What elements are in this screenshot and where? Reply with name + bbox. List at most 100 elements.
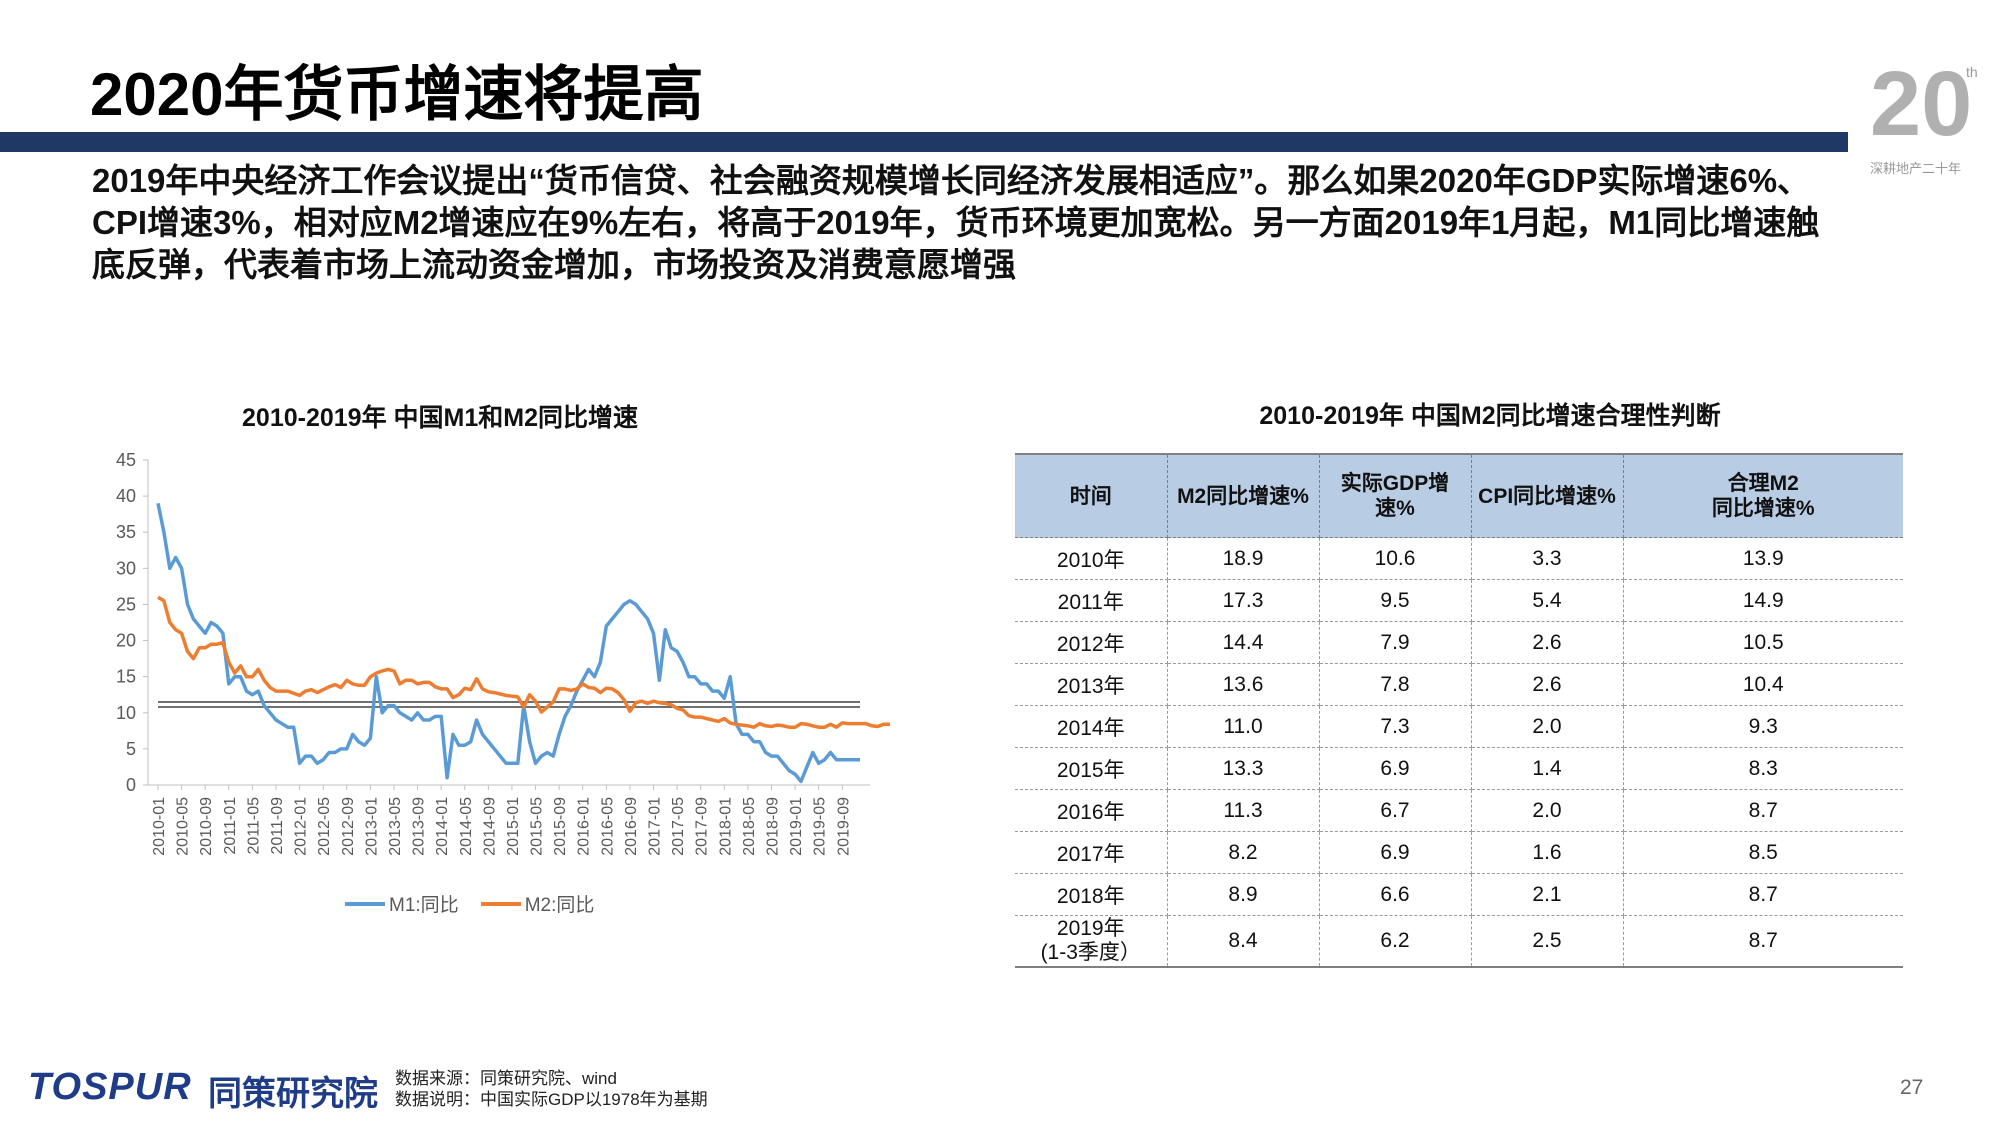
table-body: 2010年 18.9 10.6 3.3 13.9 2011年 17.3 9.5 5.4 14.9 2… (1015, 537, 1903, 968)
data-note-line: 数据说明：中国实际GDP以1978年为基期 (395, 1090, 708, 1109)
cell-m2: 17.3 (1167, 579, 1320, 622)
cell-year: 2017年 (1015, 831, 1168, 874)
cell-m2: 13.3 (1167, 747, 1320, 790)
x-tick-label: 2010-01 (151, 797, 168, 856)
summary-paragraph: 2019年中央经济工作会议提出“货币信贷、社会融资规模增长同经济发展相适应”。那… (92, 162, 1820, 283)
x-tick-label: 2013-01 (363, 797, 380, 856)
y-tick-label: 35 (116, 522, 136, 542)
cell-m2: 11.3 (1167, 789, 1320, 832)
cell-cpi: 1.4 (1471, 747, 1624, 790)
cell-cpi: 2.1 (1471, 873, 1624, 916)
page-title: 2020年货币增速将提高 (90, 61, 704, 128)
x-tick-label: 2018-01 (717, 797, 734, 856)
source-note: 数据来源：同策研究院、wind 数据说明：中国实际GDP以1978年为基期 (395, 1068, 708, 1110)
cell-reasonable-m2: 13.9 (1623, 537, 1903, 580)
x-tick-label: 2014-01 (434, 797, 451, 856)
legend-swatch-m2 (480, 901, 521, 906)
cell-reasonable-m2: 8.7 (1623, 873, 1903, 916)
cell-year: 2013年 (1015, 663, 1168, 706)
x-tick-label: 2017-01 (647, 797, 664, 856)
table-row: 2014年 11.0 7.3 2.0 9.3 (1015, 705, 1903, 748)
source-line: 数据来源：同策研究院、wind (395, 1069, 617, 1088)
cell-gdp: 7.3 (1319, 705, 1472, 748)
m1-m2-line-chart: 0 5 10 15 20 25 30 35 40 45 2010-01 2010-05 2010-09 2… (116, 450, 890, 856)
page-number: 27 (1900, 1076, 1924, 1099)
company-anniversary-logo: 20 th 深耕地产二十年 (1870, 58, 1980, 188)
cell-reasonable-m2: 8.7 (1623, 789, 1903, 832)
cell-gdp: 9.5 (1319, 579, 1472, 622)
cell-year: 2019年 (1-3季度） (1015, 915, 1168, 968)
cell-reasonable-m2: 8.3 (1623, 747, 1903, 790)
brand-name: 同策研究院 (208, 1075, 378, 1113)
cell-cpi: 3.3 (1471, 537, 1624, 580)
cell-gdp: 6.9 (1319, 747, 1472, 790)
chart-title: 2010-2019年 中国M1和M2同比增速 (242, 404, 638, 432)
cell-reasonable-m2: 8.5 (1623, 831, 1903, 874)
cell-m2: 14.4 (1167, 621, 1320, 664)
y-tick-label: 45 (116, 450, 136, 470)
table-row: 2011年 17.3 9.5 5.4 14.9 (1015, 579, 1903, 622)
cell-m2: 8.9 (1167, 873, 1320, 916)
x-tick-label: 2011-09 (269, 797, 286, 855)
cell-cpi: 2.0 (1471, 705, 1624, 748)
cell-cpi: 2.6 (1471, 621, 1624, 664)
x-tick-label: 2010-05 (175, 797, 192, 856)
x-tick-label: 2019-05 (812, 797, 829, 856)
x-tick-label: 2019-09 (835, 797, 852, 856)
legend-label-m2: M2:同比 (524, 895, 595, 916)
x-tick-label: 2019-01 (788, 797, 805, 856)
cell-gdp: 7.8 (1319, 663, 1472, 706)
table-row-last: 2019年 (1-3季度） 8.4 6.2 2.5 8.7 (1015, 915, 1903, 968)
header-reasonable-m2-line1: 合理M2 (1727, 472, 1799, 495)
cell-reasonable-m2: 14.9 (1623, 579, 1903, 622)
logo-suffix: th (1966, 64, 1978, 80)
x-tick-label: 2012-05 (316, 797, 333, 856)
x-tick-label: 2015-05 (529, 797, 546, 856)
table-row: 2018年 8.9 6.6 2.1 8.7 (1015, 873, 1903, 916)
y-tick-label: 25 (116, 594, 136, 614)
series-line-m1 (156, 502, 860, 784)
header-m2-growth: M2同比增速% (1167, 454, 1320, 538)
x-tick-label: 2012-09 (340, 797, 357, 856)
x-tick-label: 2018-05 (741, 797, 758, 856)
cell-year: 2016年 (1015, 789, 1168, 832)
x-tick-label: 2011-05 (245, 797, 262, 855)
y-tick-label: 30 (116, 558, 136, 578)
cell-year: 2014年 (1015, 705, 1168, 748)
table-title: 2010-2019年 中国M2同比增速合理性判断 (1259, 402, 1721, 430)
header-gdp-growth: 实际GDP增速% (1319, 454, 1472, 538)
table-row: 2016年 11.3 6.7 2.0 8.7 (1015, 789, 1903, 832)
cell-reasonable-m2: 8.7 (1623, 915, 1903, 968)
x-tick-label: 2014-05 (458, 797, 475, 856)
cell-cpi: 1.6 (1471, 831, 1624, 874)
cell-gdp: 6.9 (1319, 831, 1472, 874)
cell-gdp: 6.2 (1319, 915, 1472, 968)
cell-year: 2018年 (1015, 873, 1168, 916)
x-tick-label: 2013-05 (387, 797, 404, 856)
cell-gdp: 6.6 (1319, 873, 1472, 916)
x-tick-label: 2012-01 (293, 797, 310, 856)
cell-gdp: 6.7 (1319, 789, 1472, 832)
cell-m2: 8.4 (1167, 915, 1320, 968)
x-tick-label: 2016-05 (599, 797, 616, 856)
legend-label-m1: M1:同比 (389, 895, 459, 916)
cell-year: 2011年 (1015, 579, 1168, 622)
logo-caption: 深耕地产二十年 (1870, 161, 1962, 176)
x-tick-label: 2018-09 (765, 797, 782, 856)
x-tick-label: 2014-09 (481, 797, 498, 856)
legend-swatch-m1 (345, 901, 385, 906)
legend-item-m1: M1:同比 (345, 890, 459, 917)
x-tick-label: 2013-09 (411, 797, 428, 856)
x-tick-label: 2016-09 (623, 797, 640, 856)
x-tick-label: 2015-01 (505, 797, 522, 856)
table-header-row: 时间 M2同比增速% 实际GDP增速% CPI同比增速% 合理M2 同比增速% (1015, 454, 1903, 538)
cell-m2: 18.9 (1167, 537, 1320, 580)
header-reasonable-m2-line2: 同比增速% (1711, 497, 1815, 520)
x-tick-label: 2015-09 (552, 797, 569, 856)
y-tick-label: 20 (116, 631, 136, 651)
logo-number: 20 (1870, 53, 1973, 155)
cell-reasonable-m2: 10.5 (1623, 621, 1903, 664)
x-tick-label: 2010-09 (198, 797, 215, 856)
y-tick-label: 5 (126, 739, 136, 759)
cell-reasonable-m2: 10.4 (1623, 663, 1903, 706)
